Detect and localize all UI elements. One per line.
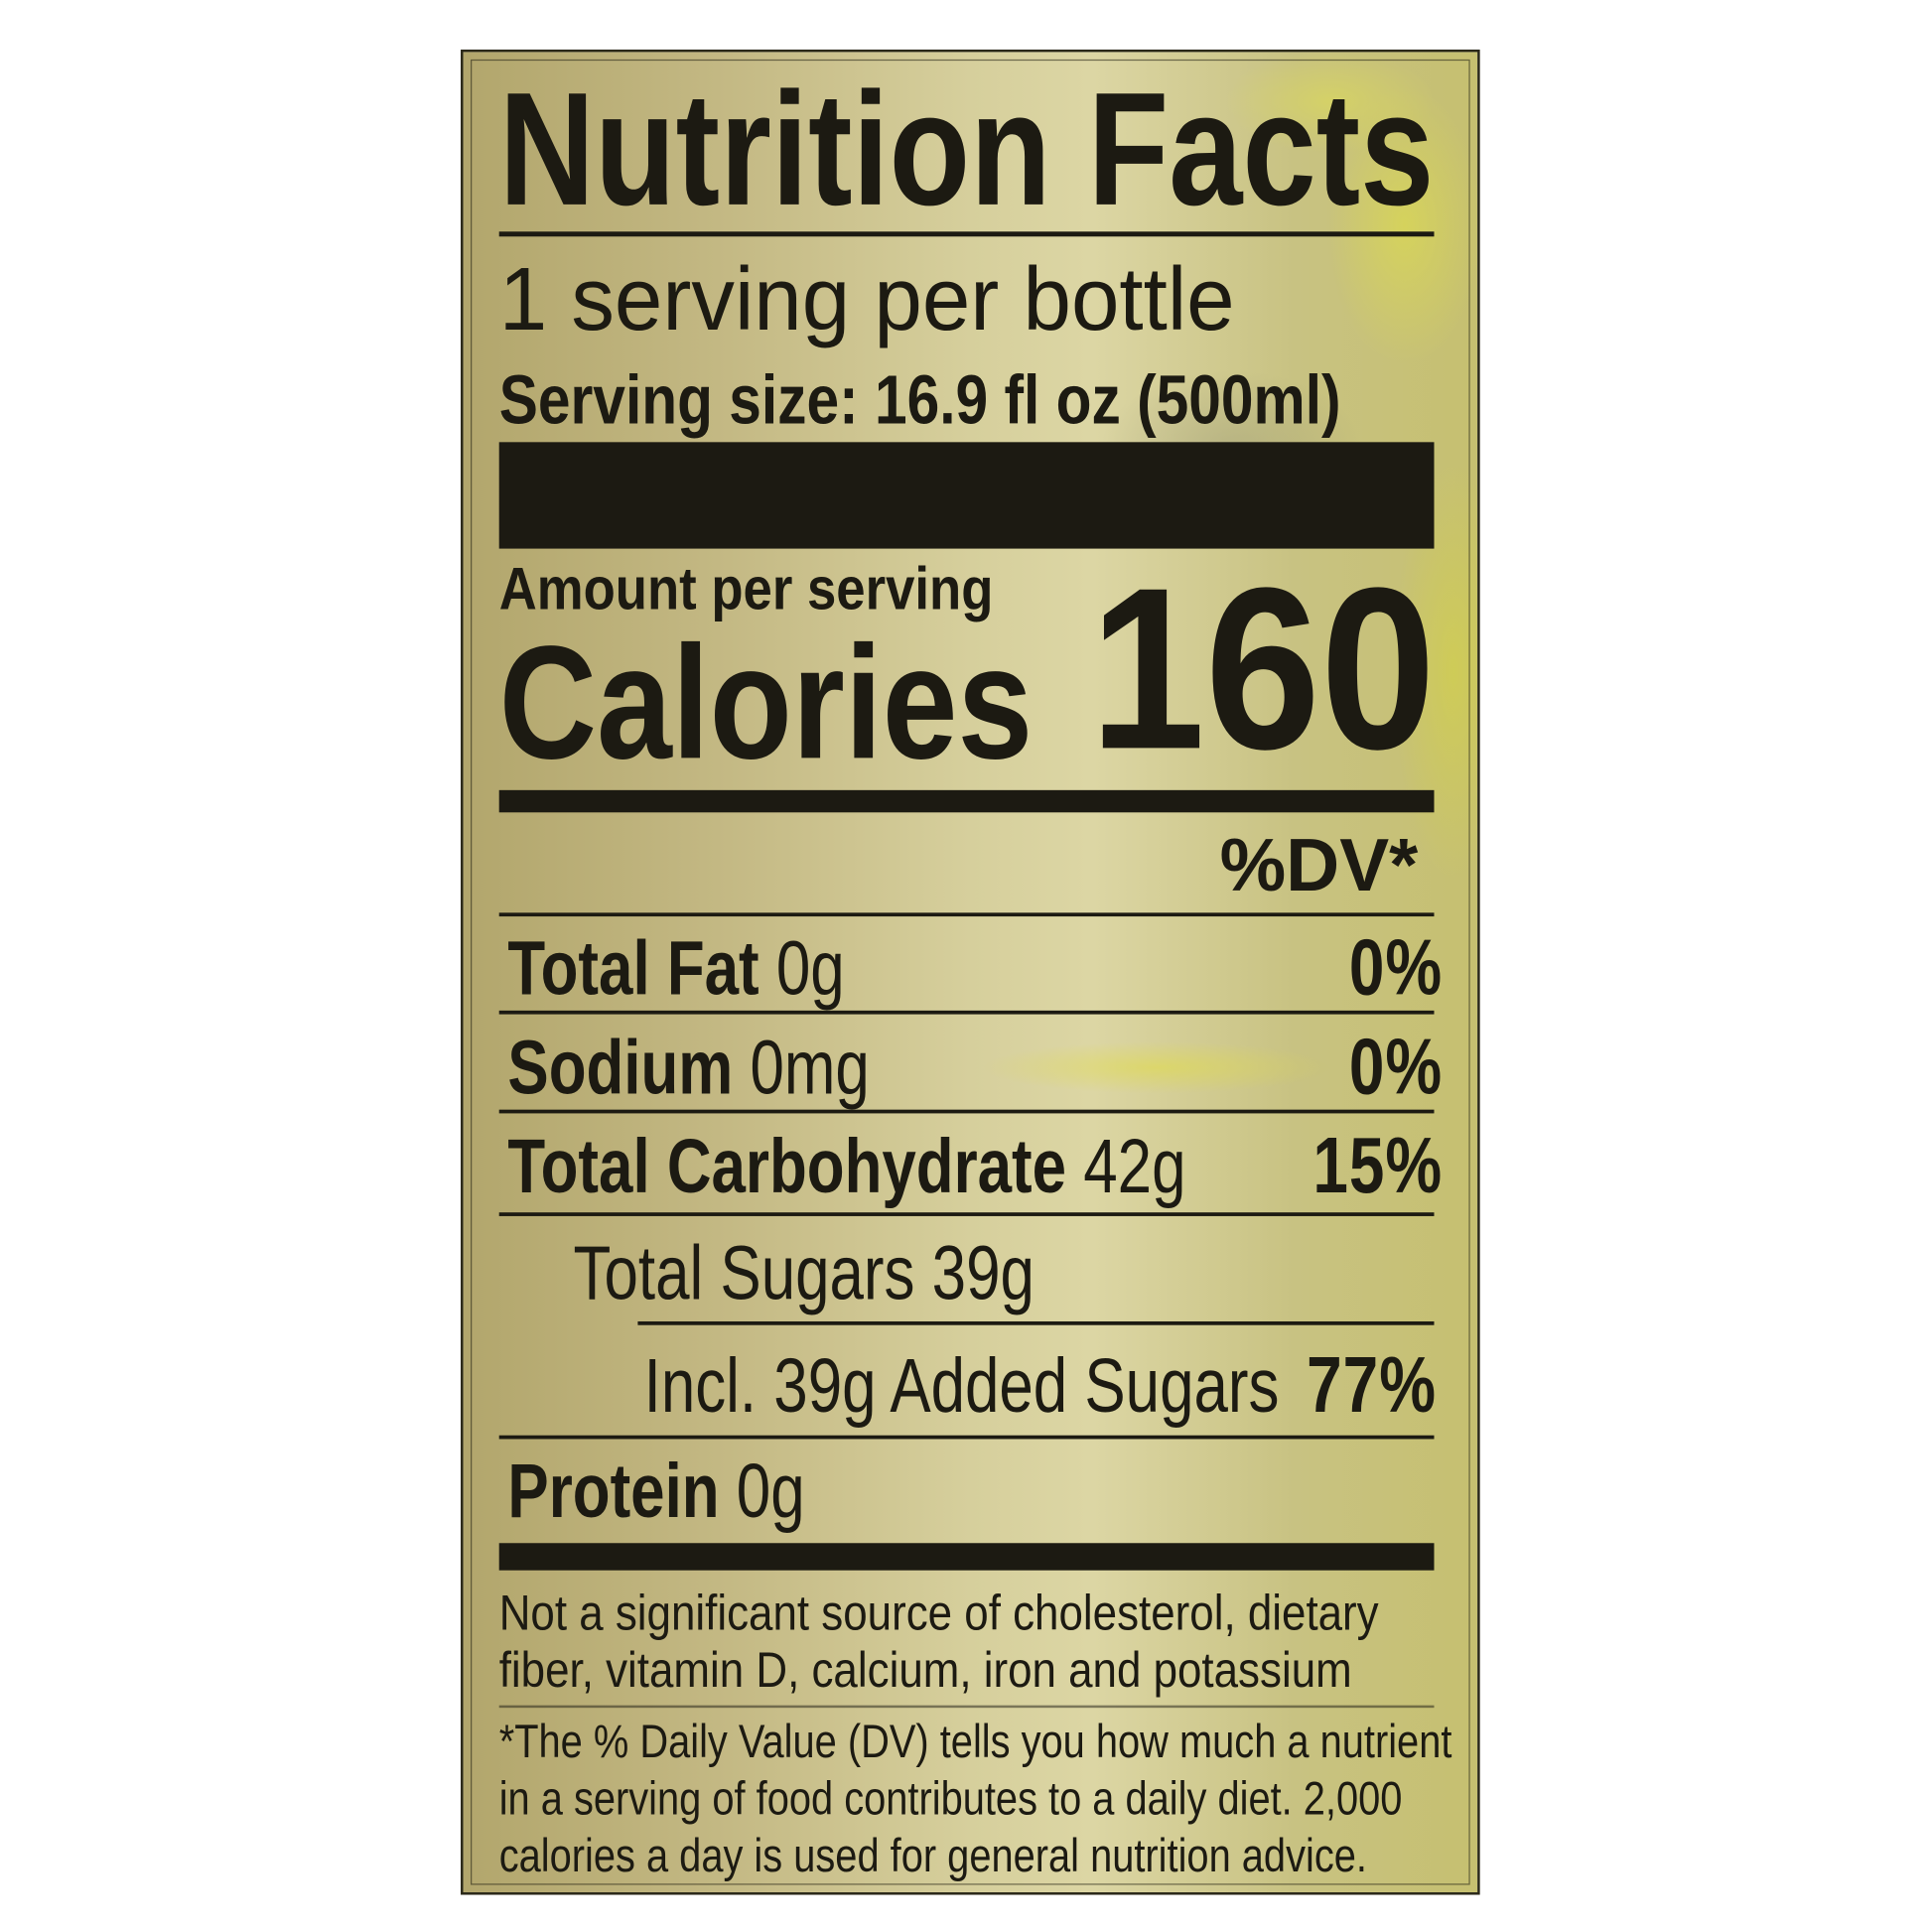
footnote-line: calories a day is used for general nutri…: [498, 1830, 1367, 1883]
dv-header: %DV*: [1219, 823, 1419, 907]
divider: [498, 1435, 1435, 1440]
nutrient-dv: 15%: [1312, 1120, 1444, 1210]
nutrient-amount: 0g: [736, 1449, 805, 1535]
panel-inner-border: [471, 59, 1470, 1885]
nutrient-name: Incl. 39g Added Sugars: [643, 1343, 1280, 1430]
nutrient-amount: 39g: [931, 1230, 1035, 1316]
nutrient-dv: 0%: [1348, 922, 1444, 1013]
nutrient-amount: 42g: [1083, 1124, 1186, 1210]
servings-per-container: 1 serving per bottle: [498, 249, 1235, 349]
calories-label-wrap: Calories: [499, 620, 1081, 785]
nutrient-row-total-carbohydrate: Total Carbohydrate 42g 15%: [507, 1120, 1444, 1210]
thick-divider: [498, 789, 1435, 813]
title-wrap: Nutrition Facts: [499, 69, 1435, 229]
nutrient-amount: 0g: [775, 926, 845, 1013]
servings-wrap: 1 serving per bottle: [499, 254, 1435, 345]
footnote-line: *The % Daily Value (DV) tells you how mu…: [498, 1716, 1452, 1769]
divider: [498, 1705, 1435, 1709]
calories-value-wrap: 160: [1089, 541, 1449, 798]
footnote-line: in a serving of food contributes to a da…: [498, 1773, 1403, 1826]
nutrient-name: Total Fat: [507, 926, 759, 1013]
amount-per-serving: Amount per serving: [498, 557, 994, 623]
footnote-line: fiber, vitamin D, calcium, iron and pota…: [498, 1643, 1352, 1699]
calories-value: 160: [1089, 541, 1437, 798]
divider: [498, 912, 1435, 917]
nutrient-row-protein: Protein 0g: [507, 1453, 1443, 1530]
nutrient-dv: 0%: [1348, 1022, 1444, 1111]
label-title: Nutrition Facts: [498, 58, 1435, 239]
nutrient-row-total-fat: Total Fat 0g 0%: [507, 922, 1444, 1013]
nutrient-name: Protein: [507, 1449, 720, 1535]
nutrient-name: Total Sugars: [573, 1230, 915, 1316]
amount-wrap: Amount per serving: [498, 557, 1081, 623]
nutrient-name: Sodium: [507, 1025, 734, 1111]
dv-header-wrap: %DV*: [1152, 827, 1419, 903]
footnote-daily-value: *The % Daily Value (DV) tells you how mu…: [498, 1714, 1452, 1884]
serving-size-wrap: Serving size: 16.9 fl oz (500ml): [498, 359, 1435, 439]
footnote-line: Not a significant source of cholesterol,…: [498, 1586, 1379, 1641]
thick-bar: [498, 442, 1435, 549]
divider: [498, 1212, 1435, 1216]
nutrient-amount: 0mg: [750, 1025, 870, 1111]
nutrition-facts-panel: [461, 49, 1480, 1895]
divider: [498, 1010, 1435, 1015]
thick-divider: [498, 1543, 1435, 1571]
divider: [637, 1320, 1435, 1325]
footnote-nutrients: Not a significant source of cholesterol,…: [499, 1586, 1435, 1700]
nutrient-name: Total Carbohydrate: [507, 1124, 1067, 1210]
nutrient-dv: 77%: [1307, 1339, 1437, 1430]
serving-size: Serving size: 16.9 fl oz (500ml): [498, 359, 1341, 439]
nutrient-row-total-sugars: Total Sugars 39g: [574, 1235, 1441, 1312]
calories-label: Calories: [498, 612, 1034, 793]
divider: [498, 231, 1435, 237]
nutrient-row-added-sugars: Incl. 39g Added Sugars 77%: [643, 1339, 1437, 1430]
nutrient-row-sodium: Sodium 0mg 0%: [507, 1022, 1444, 1111]
divider: [498, 1109, 1435, 1114]
